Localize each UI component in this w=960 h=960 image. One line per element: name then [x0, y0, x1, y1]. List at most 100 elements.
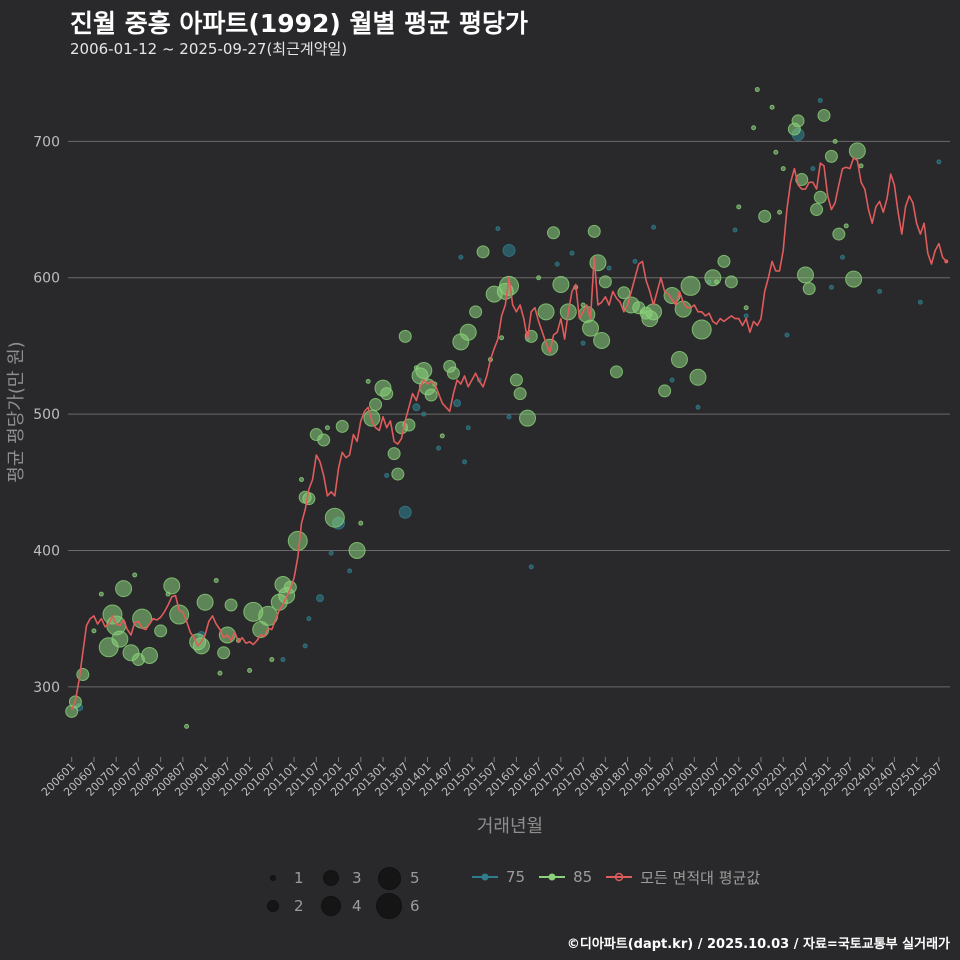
data-point-85 [658, 384, 672, 398]
data-point-85 [287, 530, 308, 551]
data-point-85 [582, 319, 600, 337]
legend-item-85: 85 [537, 868, 592, 886]
data-point-85 [617, 286, 631, 300]
y-tick-label: 700 [33, 134, 60, 150]
axis-layer: 3004005006007002006012006072007012007072… [33, 134, 945, 798]
data-point-85 [98, 591, 104, 597]
data-point-85 [192, 637, 210, 655]
data-point-75 [412, 403, 421, 412]
y-tick-label: 600 [33, 271, 60, 287]
data-point-75 [302, 643, 308, 649]
data-point-85 [169, 604, 190, 625]
data-point-75 [554, 261, 560, 267]
size-legend-label: 3 [352, 869, 362, 887]
data-point-75 [936, 159, 942, 165]
x-axis-label: 거래년월 [477, 816, 543, 837]
data-point-85 [91, 628, 97, 634]
data-point-85 [736, 204, 742, 210]
data-point-85 [302, 492, 316, 506]
data-point-75 [280, 657, 286, 663]
data-point-75 [465, 425, 471, 431]
data-point-85 [217, 670, 223, 676]
size-legend-item: 4 [316, 892, 362, 920]
data-point-85 [387, 447, 401, 461]
data-point-85 [832, 138, 838, 144]
data-point-85 [132, 572, 138, 578]
data-point-85 [743, 305, 749, 311]
size-legend-dot [323, 870, 339, 886]
data-point-85 [824, 149, 838, 163]
data-point-85 [335, 419, 349, 433]
data-point-85 [499, 335, 505, 341]
legend-label-85: 85 [573, 868, 593, 886]
data-point-85 [398, 329, 412, 343]
data-point-85 [813, 190, 827, 204]
data-point-75 [669, 377, 675, 383]
data-point-85 [791, 114, 805, 128]
data-point-85 [754, 87, 760, 93]
series-75 [75, 97, 942, 712]
chart-subtitle: 2006-01-12 ~ 2025-09-27(최근계약일) [70, 40, 348, 58]
size-legend-label: 4 [352, 897, 362, 915]
data-point-75 [398, 505, 412, 519]
data-point-85 [247, 667, 253, 673]
data-point-75 [458, 254, 464, 260]
size-legend-dot [270, 875, 276, 881]
data-point-85 [587, 224, 601, 238]
data-point-85 [589, 254, 607, 272]
data-point-75 [840, 254, 846, 260]
legend-swatch-avg [606, 872, 633, 882]
size-legend-dot [377, 866, 401, 890]
data-point-85 [751, 125, 757, 131]
data-point-85 [817, 108, 831, 122]
size-legend-dot [321, 896, 341, 916]
data-point-85 [796, 266, 814, 284]
data-point-75 [506, 414, 512, 420]
data-point-85 [317, 433, 331, 447]
data-point-85 [714, 279, 720, 285]
size-legend: 1 2 3 4 5 6 [250, 862, 450, 922]
data-point-75 [606, 265, 612, 271]
data-point-75 [453, 399, 462, 408]
data-point-85 [154, 624, 168, 638]
data-point-85 [513, 387, 527, 401]
data-point-75 [580, 340, 586, 346]
size-legend-label: 2 [294, 897, 304, 915]
y-tick-label: 300 [33, 680, 60, 696]
data-point-75 [651, 224, 657, 230]
data-point-85 [324, 425, 330, 431]
data-point-75 [436, 445, 442, 451]
data-point-75 [917, 299, 923, 305]
data-point-85 [680, 275, 701, 296]
size-legend-label: 6 [410, 897, 420, 915]
size-legend-dot [376, 893, 402, 919]
data-point-85 [269, 657, 275, 663]
data-point-85 [536, 275, 542, 281]
legend-item-75: 75 [470, 868, 525, 886]
data-point-75 [528, 564, 534, 570]
size-legend-label: 1 [294, 869, 304, 887]
data-point-85 [773, 149, 779, 155]
data-point-85 [141, 646, 159, 664]
size-legend-item: 2 [258, 892, 304, 920]
data-point-85 [724, 275, 738, 289]
data-point-85 [845, 270, 863, 288]
data-point-85 [777, 209, 783, 215]
data-point-85 [365, 378, 371, 384]
data-point-85 [115, 580, 133, 598]
data-point-75 [328, 550, 334, 556]
data-point-75 [495, 226, 501, 232]
size-legend-item: 3 [316, 864, 362, 892]
y-axis-label: 평균 평당가(만 원) [6, 341, 27, 482]
data-point-85 [802, 282, 816, 296]
data-point-85 [795, 173, 809, 187]
data-point-85 [593, 331, 611, 349]
data-point-85 [858, 163, 864, 169]
data-point-75 [347, 568, 353, 574]
size-legend-item: 5 [374, 864, 420, 892]
size-legend-label: 5 [410, 869, 420, 887]
legend-label-75: 75 [506, 868, 526, 886]
data-point-85 [609, 365, 623, 379]
data-point-85 [439, 433, 445, 439]
data-point-85 [184, 723, 190, 729]
